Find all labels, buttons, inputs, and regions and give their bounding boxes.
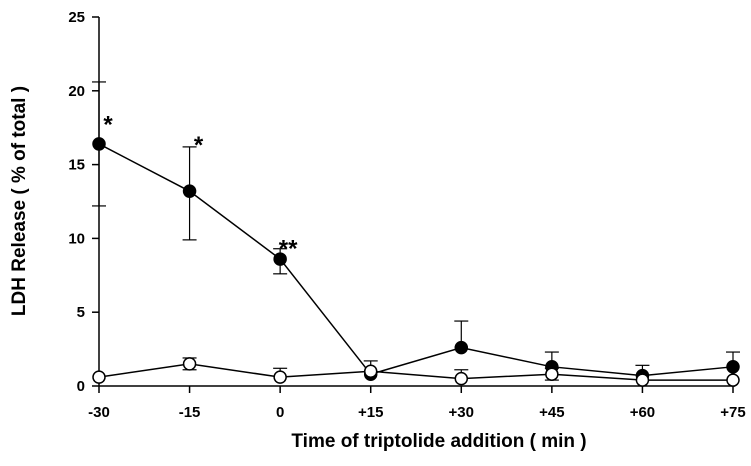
- y-tick-label: 25: [68, 9, 85, 26]
- data-point-filled: [273, 252, 287, 266]
- x-tick-label: +30: [449, 404, 474, 421]
- data-point-open: [545, 367, 559, 381]
- data-point-open: [635, 373, 650, 387]
- significance-annotations: ****: [103, 111, 298, 262]
- y-tick-label: 5: [77, 304, 85, 321]
- data-point-open: [726, 373, 740, 387]
- data-markers: [92, 137, 740, 387]
- data-point-open: [454, 371, 469, 386]
- y-axis-title: LDH Release ( % of total ): [9, 86, 30, 316]
- data-point-open: [182, 357, 197, 371]
- x-tick-label: +75: [720, 404, 745, 421]
- significance-marker: **: [279, 235, 298, 262]
- x-tick-label: +15: [358, 404, 383, 421]
- series-lines: [98, 143, 734, 381]
- data-point-filled: [454, 340, 469, 355]
- series-line: [98, 363, 733, 381]
- x-tick-label: -30: [88, 404, 110, 421]
- data-point-filled: [92, 137, 106, 151]
- series-line: [98, 143, 734, 377]
- significance-marker: *: [103, 111, 113, 138]
- y-tick-label: 0: [77, 378, 85, 395]
- data-point-filled: [726, 360, 740, 374]
- data-point-open: [273, 370, 287, 384]
- x-tick-label: +60: [630, 404, 655, 421]
- y-tick-label: 15: [68, 157, 85, 174]
- data-point-open: [92, 370, 106, 384]
- error-bars: [92, 81, 740, 381]
- x-tick-label: 0: [276, 404, 284, 421]
- y-tick-label: 20: [68, 83, 85, 100]
- x-tick-label: +45: [539, 404, 564, 421]
- x-axis-ticks: -30 -15 0 +15 +30 +45 +60 +75: [88, 386, 746, 421]
- y-tick-label: 10: [68, 230, 85, 247]
- x-tick-label: -15: [179, 404, 201, 421]
- data-point-filled: [182, 184, 197, 198]
- significance-marker: *: [194, 132, 204, 159]
- x-axis-title: Time of triptolide addition ( min ): [291, 431, 586, 452]
- y-axis-ticks: 0 5 10 15 20 25: [68, 9, 99, 395]
- data-point-open: [363, 364, 378, 378]
